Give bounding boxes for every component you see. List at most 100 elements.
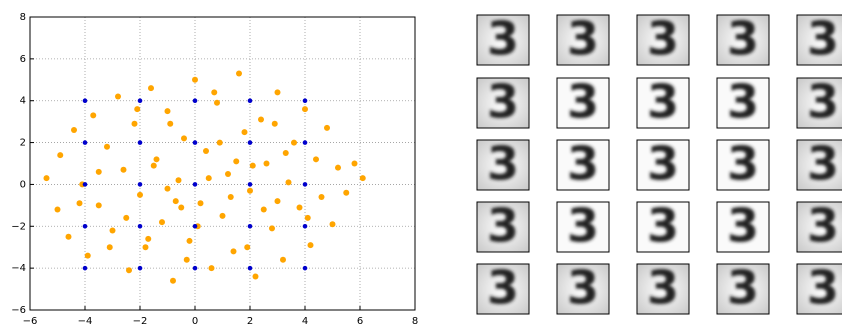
point xyxy=(96,202,102,208)
digit-image: 3 xyxy=(557,199,609,253)
y-tick-label: 6 xyxy=(20,54,26,65)
point xyxy=(303,224,308,229)
point xyxy=(303,140,308,145)
point xyxy=(110,227,116,233)
digit-glyph: 3 xyxy=(807,75,839,129)
point xyxy=(184,257,190,263)
point xyxy=(248,182,253,187)
point xyxy=(206,175,212,181)
point xyxy=(178,204,184,210)
point xyxy=(134,106,140,112)
point xyxy=(77,200,83,206)
point xyxy=(286,179,292,185)
x-tick-label: −4 xyxy=(78,316,93,327)
point xyxy=(253,274,259,280)
digit-image: 3 xyxy=(477,137,529,191)
digit-glyph: 3 xyxy=(567,12,599,66)
y-tick-label: −4 xyxy=(11,263,26,274)
digit-glyph: 3 xyxy=(567,261,599,315)
point xyxy=(209,265,215,271)
point xyxy=(83,224,88,229)
digit-glyph: 3 xyxy=(647,199,679,253)
image-grid: 3333333333333333333333333 xyxy=(477,12,842,315)
digit-image: 3 xyxy=(557,75,609,129)
point xyxy=(193,224,198,229)
digit-image: 3 xyxy=(637,199,689,253)
digit-glyph: 3 xyxy=(807,137,839,191)
x-tick-label: 0 xyxy=(192,316,198,327)
point xyxy=(138,98,143,103)
y-tick-label: −2 xyxy=(11,221,26,232)
point xyxy=(167,121,173,127)
point xyxy=(269,225,275,231)
digit-image: 3 xyxy=(557,261,609,315)
digit-glyph: 3 xyxy=(727,12,759,66)
point xyxy=(275,198,281,204)
point xyxy=(198,200,204,206)
digit-glyph: 3 xyxy=(807,12,839,66)
point xyxy=(154,156,160,162)
x-tick-label: 4 xyxy=(302,316,308,327)
point xyxy=(261,207,267,213)
point xyxy=(165,108,171,114)
digit-image: 3 xyxy=(717,261,769,315)
x-tick-label: 8 xyxy=(412,316,418,327)
point xyxy=(343,190,349,196)
point xyxy=(193,140,198,145)
point xyxy=(165,186,171,192)
digit-glyph: 3 xyxy=(567,137,599,191)
point xyxy=(233,158,239,164)
point xyxy=(360,175,366,181)
point xyxy=(187,238,193,244)
point xyxy=(132,121,138,127)
point xyxy=(193,98,198,103)
point xyxy=(305,215,311,221)
y-tick-label: 0 xyxy=(20,179,26,190)
point xyxy=(55,207,61,213)
digit-glyph: 3 xyxy=(807,261,839,315)
point xyxy=(44,175,50,181)
digit-image: 3 xyxy=(797,199,842,253)
point xyxy=(193,182,198,187)
point xyxy=(225,171,231,177)
x-tick-label: 2 xyxy=(247,316,253,327)
point xyxy=(138,182,143,187)
digit-image: 3 xyxy=(557,12,609,66)
digit-image: 3 xyxy=(717,137,769,191)
point xyxy=(138,266,143,271)
point xyxy=(248,140,253,145)
digit-image: 3 xyxy=(637,261,689,315)
digit-glyph: 3 xyxy=(647,12,679,66)
point xyxy=(104,144,110,150)
point xyxy=(83,182,88,187)
digit-image: 3 xyxy=(717,75,769,129)
point xyxy=(121,167,127,173)
point xyxy=(228,194,234,200)
digit-image: 3 xyxy=(637,75,689,129)
digit-glyph: 3 xyxy=(727,75,759,129)
point xyxy=(83,266,88,271)
point xyxy=(308,242,314,248)
point xyxy=(123,215,129,221)
point xyxy=(272,121,278,127)
point xyxy=(85,253,91,259)
point xyxy=(107,244,113,250)
point xyxy=(203,148,209,154)
digit-image: 3 xyxy=(797,137,842,191)
point xyxy=(192,77,198,83)
digit-glyph: 3 xyxy=(567,199,599,253)
point xyxy=(151,163,157,169)
point xyxy=(148,85,154,91)
digit-image: 3 xyxy=(717,12,769,66)
digit-image: 3 xyxy=(637,137,689,191)
digit-image: 3 xyxy=(637,12,689,66)
point xyxy=(313,156,319,162)
point xyxy=(96,169,102,175)
point xyxy=(324,125,330,131)
point xyxy=(303,266,308,271)
point xyxy=(352,161,358,167)
point xyxy=(173,198,179,204)
point xyxy=(193,266,198,271)
point xyxy=(83,140,88,145)
point xyxy=(126,267,132,273)
